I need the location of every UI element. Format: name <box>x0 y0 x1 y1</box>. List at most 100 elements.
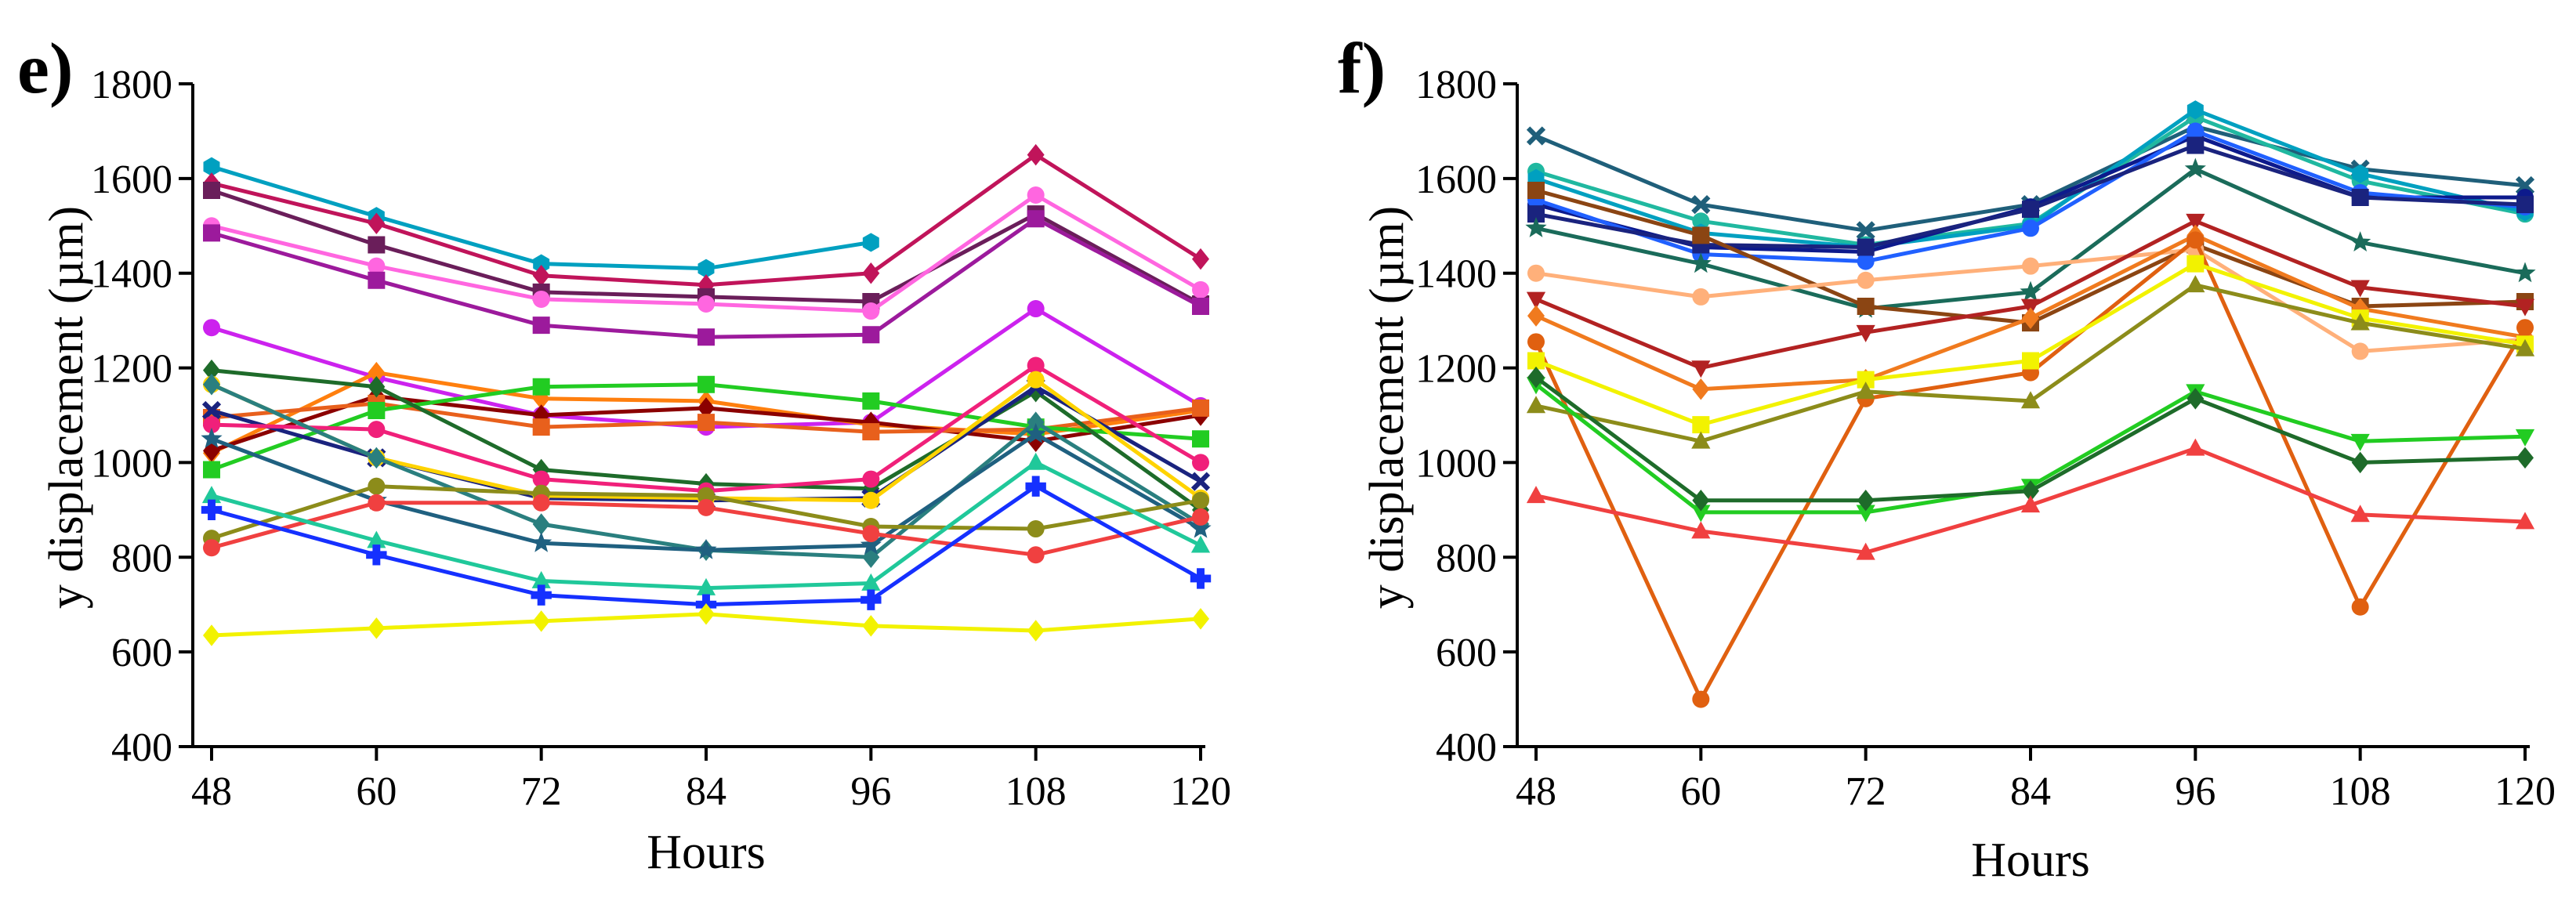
data-point <box>368 401 386 419</box>
data-point <box>2350 505 2370 523</box>
data-point <box>532 317 550 335</box>
data-point <box>368 421 386 439</box>
data-point <box>862 326 880 344</box>
y-tick-label: 1600 <box>91 157 172 202</box>
y-tick-label: 400 <box>111 725 172 770</box>
data-point <box>1527 352 1545 370</box>
data-point <box>1027 371 1045 389</box>
data-point <box>203 373 220 396</box>
data-point <box>2351 342 2369 360</box>
data-point <box>1190 568 1212 589</box>
data-point <box>1692 212 1710 230</box>
data-point <box>368 617 386 639</box>
data-point <box>1857 238 1875 256</box>
data-point <box>531 531 553 552</box>
data-point <box>532 494 550 512</box>
data-point <box>1691 360 1711 378</box>
data-point <box>1027 546 1045 564</box>
data-point <box>1527 305 1545 327</box>
y-tick-label: 1800 <box>91 63 172 107</box>
x-axis-title: Hours <box>1971 834 2090 887</box>
data-point <box>1692 226 1710 244</box>
y-axis-title: y displacement (µm) <box>1360 206 1414 609</box>
y-tick-label: 1400 <box>91 252 172 297</box>
data-point <box>2022 479 2039 502</box>
data-point <box>1691 521 1711 539</box>
x-tick-label: 84 <box>686 769 726 814</box>
data-point <box>2187 255 2205 273</box>
data-point <box>2350 313 2370 331</box>
x-tick-label: 108 <box>1005 769 1067 814</box>
x-tick-label: 72 <box>1846 769 1886 814</box>
data-point <box>1192 454 1209 472</box>
data-point <box>697 259 715 278</box>
data-point <box>1527 333 1545 351</box>
data-point <box>2184 157 2206 179</box>
data-point <box>368 477 386 495</box>
panel-e: e) 400 600 800 1000 1200 1400 1600 1800 48 60 72 84 9… <box>17 28 1231 879</box>
y-tick-label: 1800 <box>1415 63 1497 107</box>
data-point <box>2350 433 2370 451</box>
x-tick-label: 48 <box>191 769 232 814</box>
data-point <box>368 271 386 289</box>
series-line-e1 <box>211 165 871 271</box>
data-point <box>1691 194 1711 215</box>
data-point <box>1856 505 1875 523</box>
data-point <box>203 224 220 242</box>
data-point <box>201 427 223 448</box>
data-point <box>697 498 715 516</box>
data-point <box>2022 307 2039 329</box>
series-e18 <box>203 494 1209 564</box>
data-point <box>2020 495 2041 513</box>
data-point <box>366 544 387 566</box>
y-tick-label: 1200 <box>91 347 172 392</box>
data-point <box>367 530 386 548</box>
data-point <box>1526 486 1546 504</box>
data-point <box>532 418 550 436</box>
data-point <box>1691 431 1711 449</box>
data-point <box>2187 122 2205 140</box>
data-point <box>1857 271 1875 289</box>
x-tick-label: 84 <box>2010 769 2051 814</box>
data-point <box>201 499 223 521</box>
data-point <box>862 423 880 441</box>
y-tick-label: 800 <box>1436 536 1497 581</box>
data-point <box>1857 490 1875 512</box>
data-point <box>862 302 880 320</box>
x-axis-title: Hours <box>647 826 766 879</box>
series-f10 <box>1526 213 2535 378</box>
data-point <box>533 254 550 273</box>
data-point <box>1525 217 1547 237</box>
y-tick-label: 1400 <box>1415 252 1497 297</box>
data-point <box>1692 288 1710 306</box>
data-point <box>697 375 715 393</box>
x-tick-label: 48 <box>1516 769 1556 814</box>
data-point <box>203 416 220 434</box>
series-e4 <box>203 186 1209 320</box>
x-tick-label: 108 <box>2330 769 2391 814</box>
data-point <box>1527 181 1545 199</box>
data-point <box>696 577 716 595</box>
y-tick-label: 800 <box>111 536 172 581</box>
data-point <box>1027 210 1045 228</box>
data-point <box>368 494 386 512</box>
data-point <box>1527 264 1545 282</box>
data-point <box>860 534 882 555</box>
x-tick-label: 60 <box>1680 769 1721 814</box>
series-e19 <box>201 452 1211 595</box>
data-point <box>1857 298 1875 316</box>
series-f17 <box>1526 438 2535 560</box>
data-point <box>2516 319 2534 337</box>
data-point <box>2351 598 2369 616</box>
data-point <box>2515 512 2535 530</box>
data-point <box>1026 452 1045 470</box>
data-point <box>2515 298 2535 317</box>
data-point <box>532 610 550 632</box>
data-point <box>368 236 386 254</box>
panel-label: f) <box>1338 28 1386 108</box>
data-point <box>697 487 715 505</box>
y-tick-label: 400 <box>1436 725 1497 770</box>
data-point <box>1526 291 1546 309</box>
data-point <box>532 470 550 488</box>
